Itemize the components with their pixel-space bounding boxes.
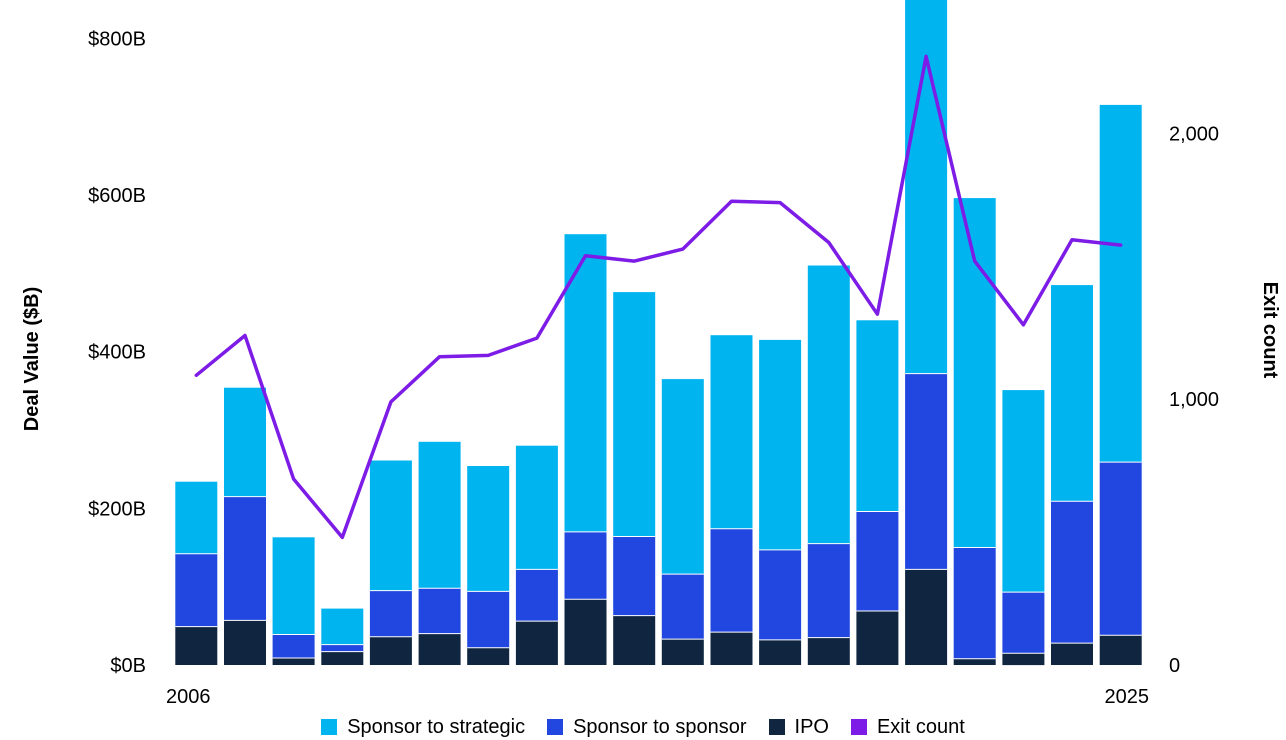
legend: Sponsor to strategic Sponsor to sponsor … [0,714,1286,740]
x-tick-label: 2025 [1105,686,1150,708]
bar-ipo-2006 [175,626,218,665]
bar-sponsor-to-sponsor-2020 [856,511,899,611]
y-tick-label: $600B [88,185,146,207]
bar-sponsor-to-sponsor-2016 [661,574,704,640]
bar-ipo-2021 [905,569,948,665]
bar-sponsor-to-sponsor-2022 [953,547,996,659]
bar-sponsor-to-strategic-2020 [856,320,899,512]
x-tick-label: 2006 [166,686,211,708]
bar-sponsor-to-sponsor-2019 [807,543,850,638]
y-tick-label: $200B [88,498,146,520]
bar-ipo-2020 [856,611,899,665]
y2-axis-title: Exit count [1259,282,1281,379]
bar-sponsor-to-strategic-2009 [321,608,364,645]
legend-swatch [850,719,867,735]
bar-ipo-2018 [759,639,802,665]
bar-sponsor-to-sponsor-2008 [272,634,315,658]
legend-label: Exit count [876,715,965,738]
bar-ipo-2019 [807,637,850,665]
bar-ipo-2012 [467,647,510,665]
line-layer [194,54,1123,540]
bar-sponsor-to-strategic-2006 [175,481,218,554]
bar-sponsor-to-strategic-2019 [807,265,850,544]
bar-sponsor-to-sponsor-2025 [1099,462,1142,636]
bar-ipo-2009 [321,651,364,665]
bar-sponsor-to-strategic-2025 [1099,104,1142,463]
bar-ipo-2016 [661,639,704,665]
line-exit-count [194,54,1123,540]
legend-label: Sponsor to sponsor [573,715,747,738]
y-tick-label: $800B [88,28,146,50]
bar-sponsor-to-strategic-2017 [710,335,753,529]
bar-ipo-2023 [1002,653,1045,666]
legend-swatch [547,719,564,735]
bar-sponsor-to-sponsor-2011 [418,588,461,634]
bar-sponsor-to-sponsor-2012 [467,591,510,648]
bar-sponsor-to-sponsor-2010 [369,590,412,637]
bar-sponsor-to-sponsor-2006 [175,553,218,627]
bar-sponsor-to-strategic-2024 [1051,285,1093,502]
x-axis: 2006 2025 [166,686,1149,708]
y-axis-right: 0 1,000 2,000 [1169,123,1219,677]
bar-sponsor-to-strategic-2016 [661,379,704,575]
y-axis-title: Deal Value ($B) [21,287,43,432]
bar-sponsor-to-sponsor-2014 [564,531,607,600]
y-tick-label: $0B [110,655,146,677]
bar-sponsor-to-strategic-2010 [369,460,412,591]
bar-sponsor-to-sponsor-2021 [905,373,948,570]
bar-ipo-2010 [369,636,412,665]
legend-swatch [768,719,785,735]
bar-ipo-2011 [418,633,461,665]
bar-ipo-2015 [613,615,656,665]
bar-sponsor-to-sponsor-2007 [224,496,266,621]
legend-label: IPO [794,715,829,738]
y2-tick-label: 0 [1169,655,1180,677]
bar-sponsor-to-strategic-2014 [564,234,607,532]
bar-sponsor-to-strategic-2023 [1002,390,1045,593]
y2-tick-label: 2,000 [1169,123,1219,145]
bar-ipo-2022 [953,658,996,665]
legend-item-exit-count: Exit count [850,715,965,739]
bar-ipo-2024 [1051,643,1093,665]
bar-sponsor-to-strategic-2008 [272,537,315,635]
bar-sponsor-to-sponsor-2009 [321,644,364,652]
stacked-bar-line-chart: $0B $200B $400B $600B $800B 0 1,000 2,000 2006… [21,0,1281,708]
legend-label: Sponsor to strategic [347,715,526,738]
y-axis-left: $0B $200B $400B $600B $800B [88,28,146,677]
bar-sponsor-to-sponsor-2024 [1051,501,1093,644]
legend-item-ipo: IPO [768,715,829,739]
bar-ipo-2025 [1099,635,1142,665]
bar-sponsor-to-strategic-2022 [953,198,996,548]
bar-sponsor-to-strategic-2011 [418,441,461,589]
bar-sponsor-to-sponsor-2018 [759,549,802,640]
bars-layer [175,0,1142,666]
bar-ipo-2017 [710,632,753,665]
bar-sponsor-to-strategic-2012 [467,466,510,592]
bar-ipo-2007 [224,620,266,665]
y-tick-label: $400B [88,342,146,364]
bar-sponsor-to-sponsor-2017 [710,528,753,633]
legend-item-sponsor-to-strategic: Sponsor to strategic [321,716,525,739]
bar-sponsor-to-sponsor-2015 [613,536,656,616]
bar-ipo-2014 [564,599,607,665]
bar-sponsor-to-strategic-2015 [613,292,656,537]
bar-ipo-2008 [272,658,315,665]
bar-sponsor-to-sponsor-2023 [1002,592,1045,654]
bar-sponsor-to-strategic-2013 [515,445,558,570]
bar-ipo-2013 [515,621,558,665]
legend-item-sponsor-to-sponsor: Sponsor to sponsor [547,715,747,739]
bar-sponsor-to-sponsor-2013 [515,569,558,622]
bar-sponsor-to-strategic-2007 [224,387,266,497]
bar-sponsor-to-strategic-2018 [759,339,802,550]
y2-tick-label: 1,000 [1169,389,1219,411]
legend-swatch [321,719,338,735]
